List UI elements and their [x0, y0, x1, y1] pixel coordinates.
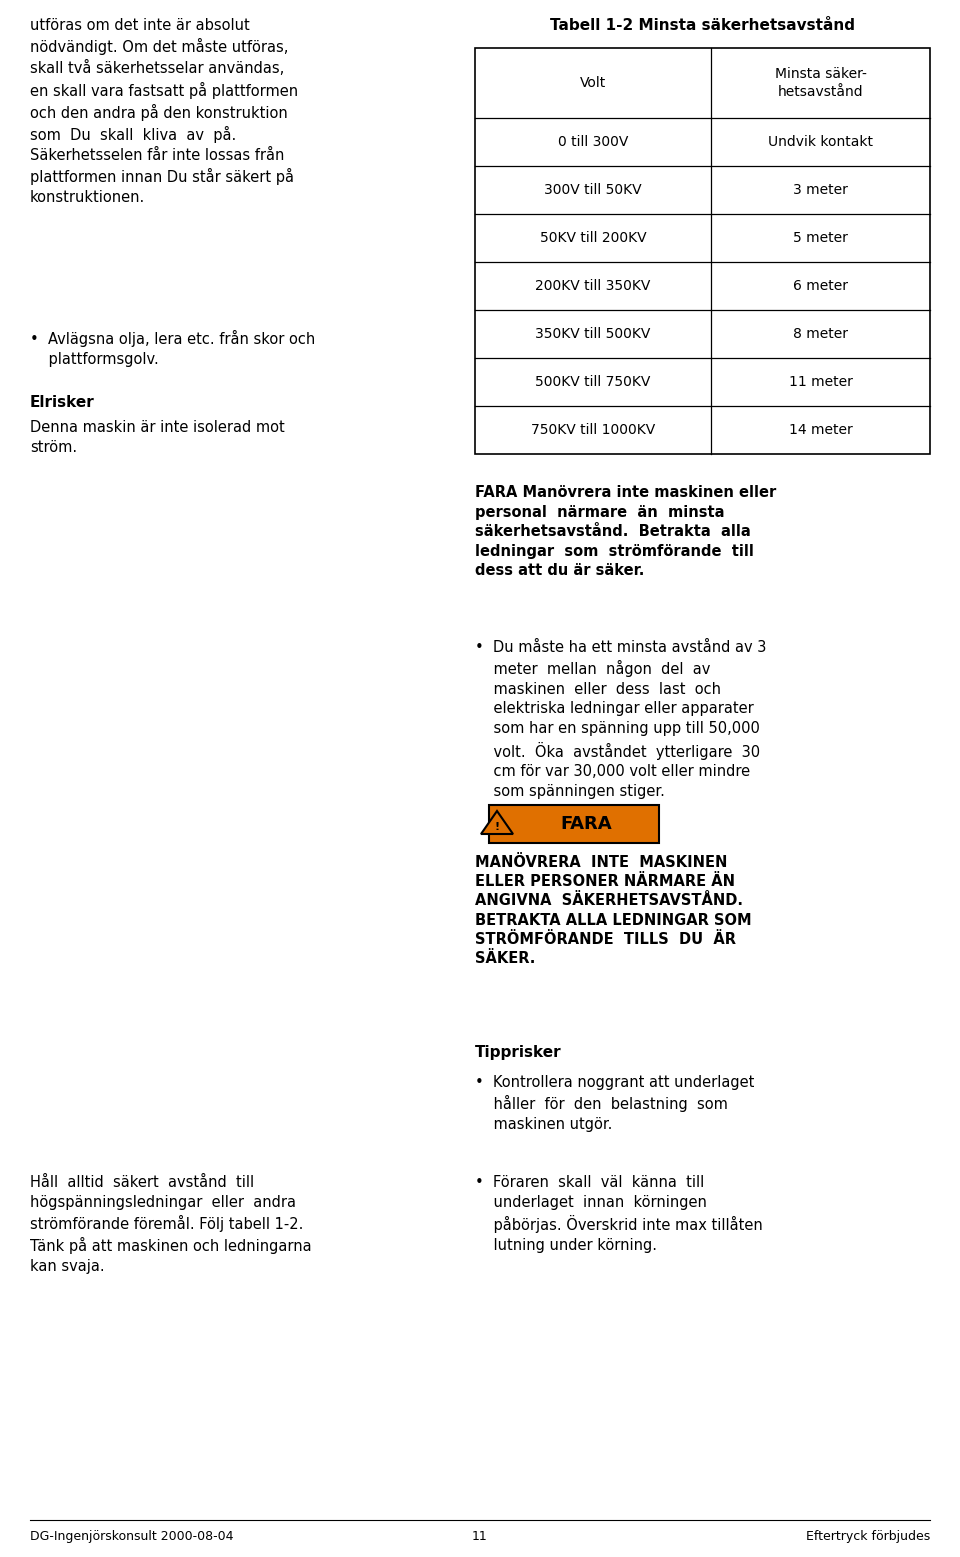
Text: Eftertryck förbjudes: Eftertryck förbjudes: [805, 1531, 930, 1543]
Text: DG-Ingenjörskonsult 2000-08-04: DG-Ingenjörskonsult 2000-08-04: [30, 1531, 233, 1543]
Text: 8 meter: 8 meter: [793, 327, 848, 341]
Text: 11: 11: [472, 1531, 488, 1543]
Text: •  Kontrollera noggrant att underlaget
    håller  för  den  belastning  som
   : • Kontrollera noggrant att underlaget hå…: [475, 1074, 755, 1132]
Text: FARA Manövrera inte maskinen eller
personal  närmare  än  minsta
säkerhetsavstån: FARA Manövrera inte maskinen eller perso…: [475, 484, 777, 578]
Text: 200KV till 350KV: 200KV till 350KV: [536, 279, 651, 293]
Text: MANÖVRERA  INTE  MASKINEN
ELLER PERSONER NÄRMARE ÄN
ANGIVNA  SÄKERHETSAVSTÅND.
B: MANÖVRERA INTE MASKINEN ELLER PERSONER N…: [475, 855, 752, 965]
Text: 3 meter: 3 meter: [793, 184, 848, 198]
Text: 300V till 50KV: 300V till 50KV: [544, 184, 642, 198]
Text: utföras om det inte är absolut
nödvändigt. Om det måste utföras,
skall två säker: utföras om det inte är absolut nödvändig…: [30, 19, 299, 206]
Text: Elrisker: Elrisker: [30, 395, 95, 409]
Text: FARA: FARA: [561, 814, 612, 833]
Text: 50KV till 200KV: 50KV till 200KV: [540, 230, 646, 244]
Text: 5 meter: 5 meter: [793, 230, 848, 244]
Text: 750KV till 1000KV: 750KV till 1000KV: [531, 424, 655, 438]
Text: 6 meter: 6 meter: [793, 279, 848, 293]
Text: Volt: Volt: [580, 76, 606, 90]
Text: Tabell 1-2 Minsta säkerhetsavstånd: Tabell 1-2 Minsta säkerhetsavstånd: [550, 19, 855, 33]
Text: •  Du måste ha ett minsta avstånd av 3
    meter  mellan  någon  del  av
    mas: • Du måste ha ett minsta avstånd av 3 me…: [475, 640, 766, 799]
Bar: [475, 48, 930, 455]
Text: Undvik kontakt: Undvik kontakt: [768, 135, 873, 149]
Text: 0 till 300V: 0 till 300V: [558, 135, 628, 149]
Text: Håll  alltid  säkert  avstånd  till
högspänningsledningar  eller  andra
strömför: Håll alltid säkert avstånd till högspänn…: [30, 1176, 312, 1274]
Text: Denna maskin är inte isolerad mot
ström.: Denna maskin är inte isolerad mot ström.: [30, 420, 285, 455]
Text: 500KV till 750KV: 500KV till 750KV: [536, 375, 651, 389]
Polygon shape: [481, 811, 513, 835]
Text: 350KV till 500KV: 350KV till 500KV: [536, 327, 651, 341]
Text: •  Föraren  skall  väl  känna  till
    underlaget  innan  körningen
    påbörja: • Föraren skall väl känna till underlage…: [475, 1176, 763, 1253]
Text: 11 meter: 11 meter: [788, 375, 852, 389]
Text: •  Avlägsna olja, lera etc. från skor och
    plattformsgolv.: • Avlägsna olja, lera etc. från skor och…: [30, 330, 315, 366]
Text: Minsta säker-
hetsavstånd: Minsta säker- hetsavstånd: [775, 67, 867, 98]
Text: Tipprisker: Tipprisker: [475, 1045, 562, 1060]
Text: 14 meter: 14 meter: [788, 424, 852, 438]
Text: !: !: [494, 822, 499, 831]
Bar: [489, 805, 659, 842]
